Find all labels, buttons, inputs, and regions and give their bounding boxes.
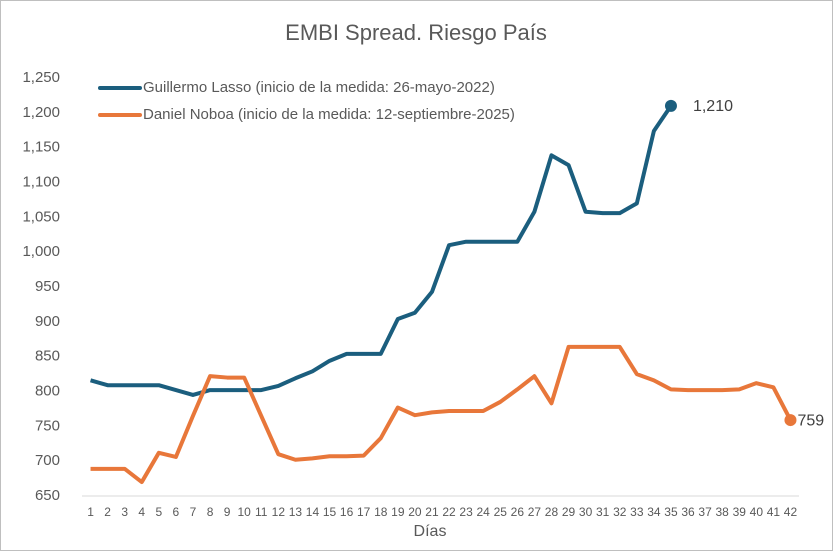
x-tick-label: 7 (190, 505, 197, 519)
x-tick-label: 41 (767, 505, 781, 519)
x-tick-label: 10 (237, 505, 251, 519)
x-tick-label: 30 (579, 505, 593, 519)
x-tick-label: 2 (104, 505, 111, 519)
x-tick-label: 28 (545, 505, 559, 519)
legend-label: Daniel Noboa (inicio de la medida: 12-se… (143, 106, 515, 123)
x-tick-label: 14 (306, 505, 320, 519)
x-tick-label: 25 (494, 505, 508, 519)
x-tick-label: 8 (207, 505, 214, 519)
x-tick-label: 33 (630, 505, 644, 519)
y-tick-label: 650 (35, 487, 60, 504)
x-tick-label: 18 (374, 505, 388, 519)
x-tick-label: 4 (138, 505, 145, 519)
x-tick-label: 42 (784, 505, 798, 519)
x-tick-label: 27 (528, 505, 542, 519)
y-tick-label: 1,000 (22, 243, 60, 260)
y-tick-label: 850 (35, 348, 60, 365)
x-tick-label: 26 (511, 505, 525, 519)
x-tick-label: 17 (357, 505, 371, 519)
x-tick-label: 23 (459, 505, 473, 519)
x-tick-label: 38 (715, 505, 729, 519)
y-tick-label: 1,150 (22, 139, 60, 156)
y-tick-label: 700 (35, 452, 60, 469)
x-tick-label: 29 (562, 505, 576, 519)
x-tick-label: 37 (698, 505, 712, 519)
x-tick-label: 24 (476, 505, 490, 519)
x-tick-label: 12 (272, 505, 286, 519)
y-tick-label: 900 (35, 313, 60, 330)
x-tick-label: 5 (155, 505, 162, 519)
y-tick-label: 950 (35, 278, 60, 295)
series-line (89, 104, 673, 397)
x-tick-label: 34 (647, 505, 661, 519)
x-tick-label: 16 (340, 505, 354, 519)
y-tick-label: 750 (35, 417, 60, 434)
y-tick-label: 800 (35, 382, 60, 399)
x-tick-label: 3 (121, 505, 128, 519)
x-tick-label: 39 (733, 505, 747, 519)
legend-label: Guillermo Lasso (inicio de la medida: 26… (143, 79, 495, 96)
x-tick-label: 40 (750, 505, 764, 519)
x-tick-label: 21 (425, 505, 439, 519)
x-tick-label: 1 (87, 505, 94, 519)
x-tick-label: 35 (664, 505, 678, 519)
x-tick-label: 13 (289, 505, 303, 519)
x-tick-label: 6 (173, 505, 180, 519)
x-tick-label: 11 (255, 505, 268, 519)
x-tick-label: 20 (408, 505, 422, 519)
end-marker (784, 414, 797, 427)
x-tick-label: 15 (323, 505, 337, 519)
chart-title: EMBI Spread. Riesgo País (285, 20, 547, 45)
y-tick-label: 1,100 (22, 173, 60, 190)
y-tick-label: 1,250 (22, 69, 60, 86)
x-tick-label: 31 (596, 505, 610, 519)
x-tick-label: 36 (681, 505, 695, 519)
data-label: 759 (797, 412, 824, 429)
x-tick-label: 32 (613, 505, 627, 519)
x-tick-label: 19 (391, 505, 405, 519)
x-tick-label: 9 (224, 505, 231, 519)
series-line (90, 344, 793, 485)
y-tick-label: 1,200 (22, 104, 60, 121)
x-tick-label: 22 (442, 505, 456, 519)
y-tick-label: 1,050 (22, 208, 60, 225)
x-axis-label: Días (414, 523, 447, 540)
data-label: 1,210 (693, 98, 733, 115)
end-marker (664, 99, 677, 112)
